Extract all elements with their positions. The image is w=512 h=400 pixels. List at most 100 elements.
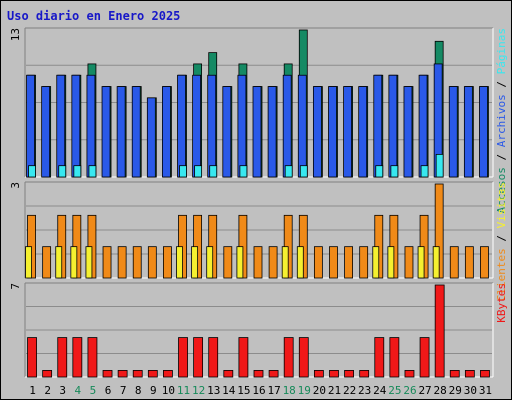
bar-páginas-4 [73, 165, 82, 178]
bar-visitas-1 [25, 246, 32, 279]
bar-kbytes-14 [223, 370, 234, 378]
bar-kbytes-3 [57, 337, 68, 378]
bar-visitas-18 [281, 246, 289, 279]
bar-archivos-17 [267, 86, 277, 178]
legend-kbytes: KBytes [495, 283, 508, 323]
bar-kbytes-17 [268, 370, 279, 378]
bar-archivos-3 [56, 74, 66, 178]
bar-archivos-10 [162, 86, 171, 178]
bar-kbytes-2 [42, 370, 53, 378]
x-tick-label: 6 [105, 384, 112, 397]
x-tick-label: 9 [150, 384, 157, 397]
bar-archivos-16 [252, 86, 262, 178]
x-tick-label: 12 [192, 384, 205, 397]
bar-kbytes-27 [419, 337, 430, 378]
legend-entry: Clientes [495, 248, 508, 301]
bar-kbytes-1 [27, 337, 37, 378]
bar-clientes-9 [147, 246, 157, 279]
bar-kbytes-31 [480, 370, 490, 378]
legend-visitas: Clientes / Visitas [495, 182, 508, 301]
bar-visitas-12 [191, 246, 199, 279]
bar-kbytes-21 [329, 370, 339, 378]
x-tick-label: 3 [59, 384, 66, 397]
bar-visitas-13 [206, 246, 214, 279]
bar-kbytes-19 [298, 337, 309, 378]
legend-entry: / [495, 74, 508, 94]
bar-kbytes-30 [464, 370, 475, 378]
bar-clientes-6 [102, 246, 112, 279]
legend-entry: KBytes [495, 283, 508, 323]
y-max-label: 13 [9, 28, 22, 41]
bar-archivos-6 [101, 86, 111, 178]
bar-kbytes-8 [132, 370, 143, 378]
y-max-label: 7 [9, 283, 22, 290]
bar-clientes-23 [359, 246, 369, 279]
bar-clientes-7 [117, 246, 127, 279]
x-tick-label: 14 [222, 384, 236, 397]
panel-visitas: 3 [9, 181, 494, 279]
legend-entry: Accesos [495, 167, 508, 213]
x-tick-label: 24 [373, 384, 387, 397]
bar-clientes-8 [132, 246, 142, 279]
bar-páginas-1 [28, 165, 36, 178]
bar-visitas-4 [70, 246, 78, 279]
bar-kbytes-18 [283, 337, 294, 378]
x-tick-label: 18 [283, 384, 296, 397]
bar-clientes-31 [480, 246, 489, 279]
bar-archivos-15 [237, 74, 247, 178]
x-tick-label: 23 [358, 384, 371, 397]
x-tick-label: 31 [479, 384, 492, 397]
bar-clientes-30 [464, 246, 474, 279]
bar-kbytes-13 [208, 337, 219, 378]
bar-kbytes-25 [389, 337, 400, 378]
bar-kbytes-7 [117, 370, 128, 378]
bar-archivos-14 [222, 86, 232, 178]
x-tick-label: 11 [177, 384, 190, 397]
bar-kbytes-4 [72, 337, 83, 378]
bar-kbytes-9 [147, 370, 158, 378]
y-max-label: 3 [9, 182, 22, 189]
bar-páginas-13 [209, 165, 218, 178]
bar-kbytes-26 [404, 370, 415, 378]
x-tick-label: 27 [418, 384, 431, 397]
bar-archivos-31 [479, 86, 488, 178]
chart-title: Uso diario en Enero 2025 [7, 9, 180, 23]
bar-visitas-28 [432, 246, 440, 279]
bar-páginas-27 [420, 165, 429, 178]
x-tick-label: 26 [403, 384, 416, 397]
bar-clientes-20 [313, 246, 323, 279]
x-tick-label: 17 [267, 384, 280, 397]
bar-kbytes-22 [344, 370, 354, 378]
x-tick-label: 1 [29, 384, 36, 397]
bar-visitas-3 [55, 246, 63, 279]
bar-kbytes-6 [102, 370, 113, 378]
bar-páginas-5 [88, 165, 97, 178]
bar-archivos-25 [388, 74, 398, 178]
bar-visitas-5 [85, 246, 93, 279]
x-tick-label: 20 [313, 384, 326, 397]
bar-kbytes-24 [374, 337, 385, 378]
bar-archivos-21 [328, 86, 337, 178]
bar-páginas-25 [390, 165, 399, 178]
legend-accesos: Accesos / Archivos / Páginas [495, 28, 508, 213]
panel-accesos: 13 [9, 27, 494, 178]
bar-clientes-16 [253, 246, 263, 279]
x-tick-label: 15 [237, 384, 250, 397]
bar-kbytes-11 [178, 337, 188, 378]
x-tick-label: 29 [449, 384, 462, 397]
bar-kbytes-5 [87, 337, 98, 378]
bar-visitas-25 [387, 246, 395, 279]
x-tick-label: 5 [90, 384, 97, 397]
x-tick-label: 21 [328, 384, 341, 397]
legend-entry: Páginas [495, 28, 508, 74]
bar-visitas-15 [236, 246, 244, 279]
bar-visitas-19 [296, 246, 304, 279]
bar-archivos-24 [373, 74, 383, 178]
bar-kbytes-28 [434, 284, 445, 378]
series-kbytes [27, 284, 490, 378]
bar-archivos-12 [192, 74, 202, 178]
x-tick-label: 28 [434, 384, 447, 397]
bar-clientes-14 [223, 246, 233, 279]
